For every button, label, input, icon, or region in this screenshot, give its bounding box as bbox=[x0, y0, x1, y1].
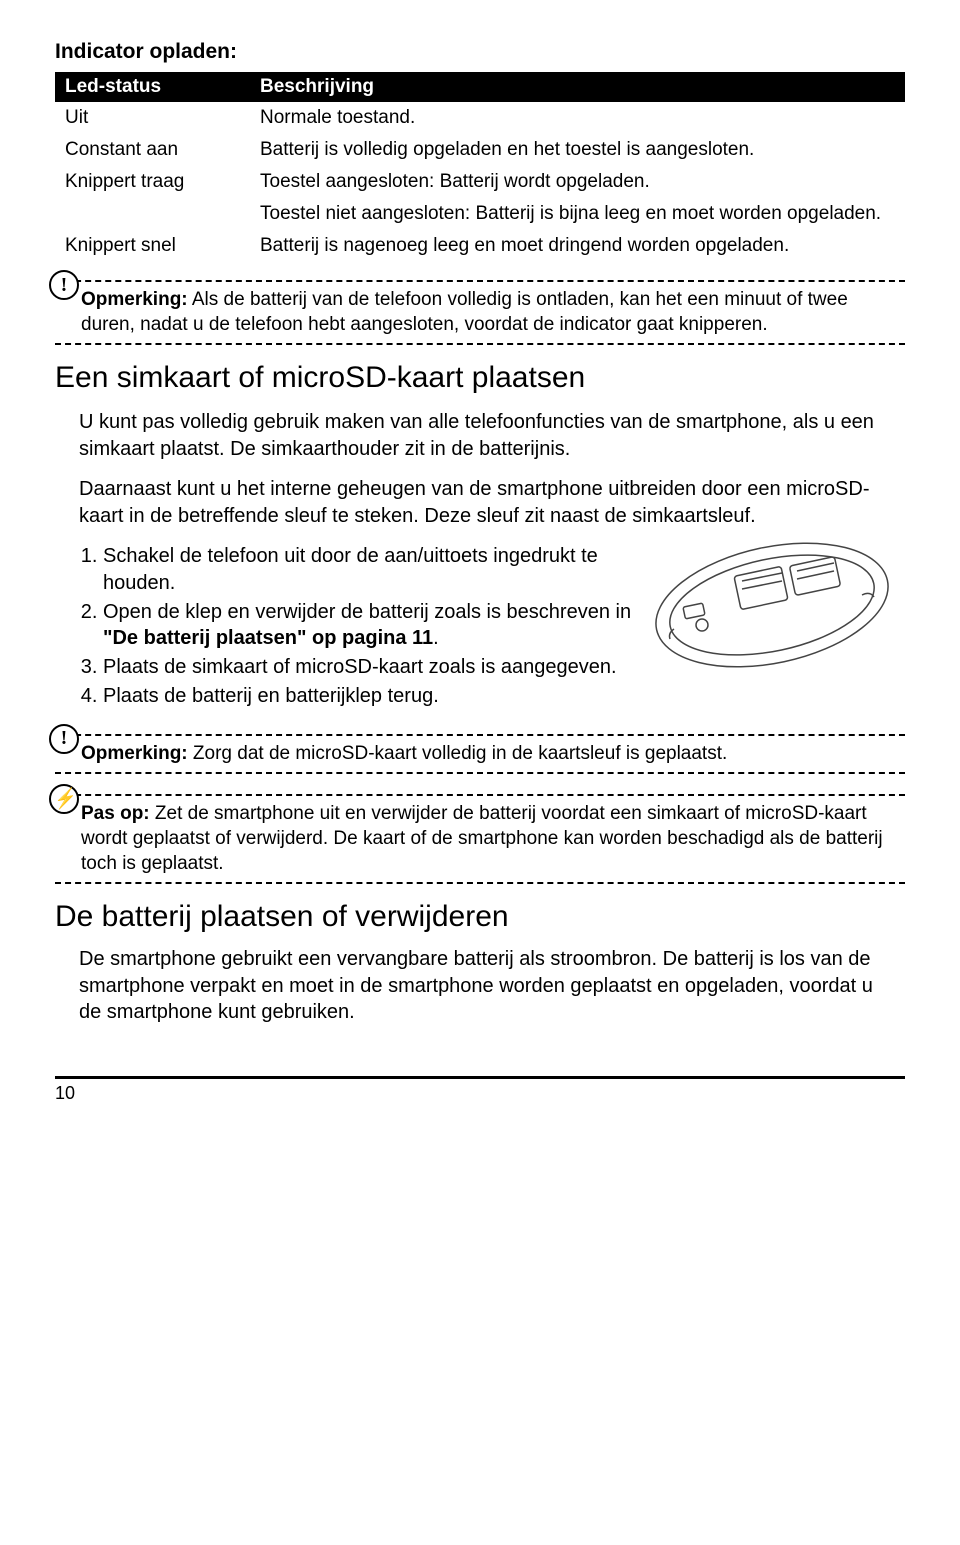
note-body: Zorg dat de microSD-kaart volledig in de… bbox=[188, 743, 728, 764]
paragraph: Daarnaast kunt u het interne geheugen va… bbox=[79, 476, 897, 529]
info-icon: ! bbox=[49, 270, 79, 300]
step-item: Schakel de telefoon uit door de aan/uitt… bbox=[103, 543, 632, 597]
steps-list: Schakel de telefoon uit door de aan/uitt… bbox=[79, 543, 632, 710]
table-row: Knippert snel Batterij is nagenoeg leeg … bbox=[55, 230, 905, 262]
table-row: Knippert traag Toestel aangesloten: Batt… bbox=[55, 166, 905, 198]
page-number: 10 bbox=[55, 1083, 75, 1103]
note-text: Opmerking: Als de batterij van de telefo… bbox=[55, 282, 905, 343]
note-body: Als de batterij van de telefoon volledig… bbox=[81, 289, 848, 335]
phone-illustration bbox=[642, 533, 897, 673]
step-item: Plaats de simkaart of microSD-kaart zoal… bbox=[103, 654, 632, 681]
paragraph: U kunt pas volledig gebruik maken van al… bbox=[79, 409, 897, 462]
step-text-tail: . bbox=[433, 627, 439, 649]
cell-desc: Batterij is volledig opgeladen en het to… bbox=[250, 134, 905, 166]
table-row: Toestel niet aangesloten: Batterij is bi… bbox=[55, 198, 905, 230]
table-row: Uit Normale toestand. bbox=[55, 102, 905, 134]
note-text: Opmerking: Zorg dat de microSD-kaart vol… bbox=[55, 736, 905, 773]
heading-sim: Een simkaart of microSD-kaart plaatsen bbox=[55, 361, 905, 395]
cell-desc: Toestel niet aangesloten: Batterij is bi… bbox=[250, 198, 905, 230]
cell-status: Constant aan bbox=[55, 134, 250, 166]
note-block-2: ! Opmerking: Zorg dat de microSD-kaart v… bbox=[55, 734, 905, 775]
led-status-table: Led-status Beschrijving Uit Normale toes… bbox=[55, 72, 905, 262]
note-block-1: ! Opmerking: Als de batterij van de tele… bbox=[55, 280, 905, 345]
step-item: Open de klep en verwijder de batterij zo… bbox=[103, 599, 632, 653]
heading-battery: De batterij plaatsen of verwijderen bbox=[55, 900, 905, 934]
section-title: Indicator opladen: bbox=[55, 40, 905, 64]
step-ref: "De batterij plaatsen" op pagina 11 bbox=[103, 627, 433, 649]
note-label: Opmerking: bbox=[81, 743, 188, 764]
cell-status bbox=[55, 198, 250, 230]
note-text: Pas op: Zet de smartphone uit en verwijd… bbox=[55, 796, 905, 882]
step-item: Plaats de batterij en batterijklep terug… bbox=[103, 683, 632, 710]
paragraph: De smartphone gebruikt een vervangbare b… bbox=[79, 946, 897, 1025]
info-icon: ! bbox=[49, 724, 79, 754]
cell-desc: Normale toestand. bbox=[250, 102, 905, 134]
table-header-status: Led-status bbox=[55, 72, 250, 102]
cell-desc: Toestel aangesloten: Batterij wordt opge… bbox=[250, 166, 905, 198]
warning-block: ⚡ Pas op: Zet de smartphone uit en verwi… bbox=[55, 794, 905, 884]
table-header-desc: Beschrijving bbox=[250, 72, 905, 102]
note-label: Opmerking: bbox=[81, 289, 188, 310]
step-text: Open de klep en verwijder de batterij zo… bbox=[103, 601, 631, 623]
warning-body: Zet de smartphone uit en verwijder de ba… bbox=[81, 803, 883, 873]
page-footer: 10 bbox=[55, 1076, 905, 1104]
warning-label: Pas op: bbox=[81, 803, 150, 824]
cell-status: Knippert traag bbox=[55, 166, 250, 198]
table-row: Constant aan Batterij is volledig opgela… bbox=[55, 134, 905, 166]
cell-desc: Batterij is nagenoeg leeg en moet dringe… bbox=[250, 230, 905, 262]
cell-status: Knippert snel bbox=[55, 230, 250, 262]
cell-status: Uit bbox=[55, 102, 250, 134]
